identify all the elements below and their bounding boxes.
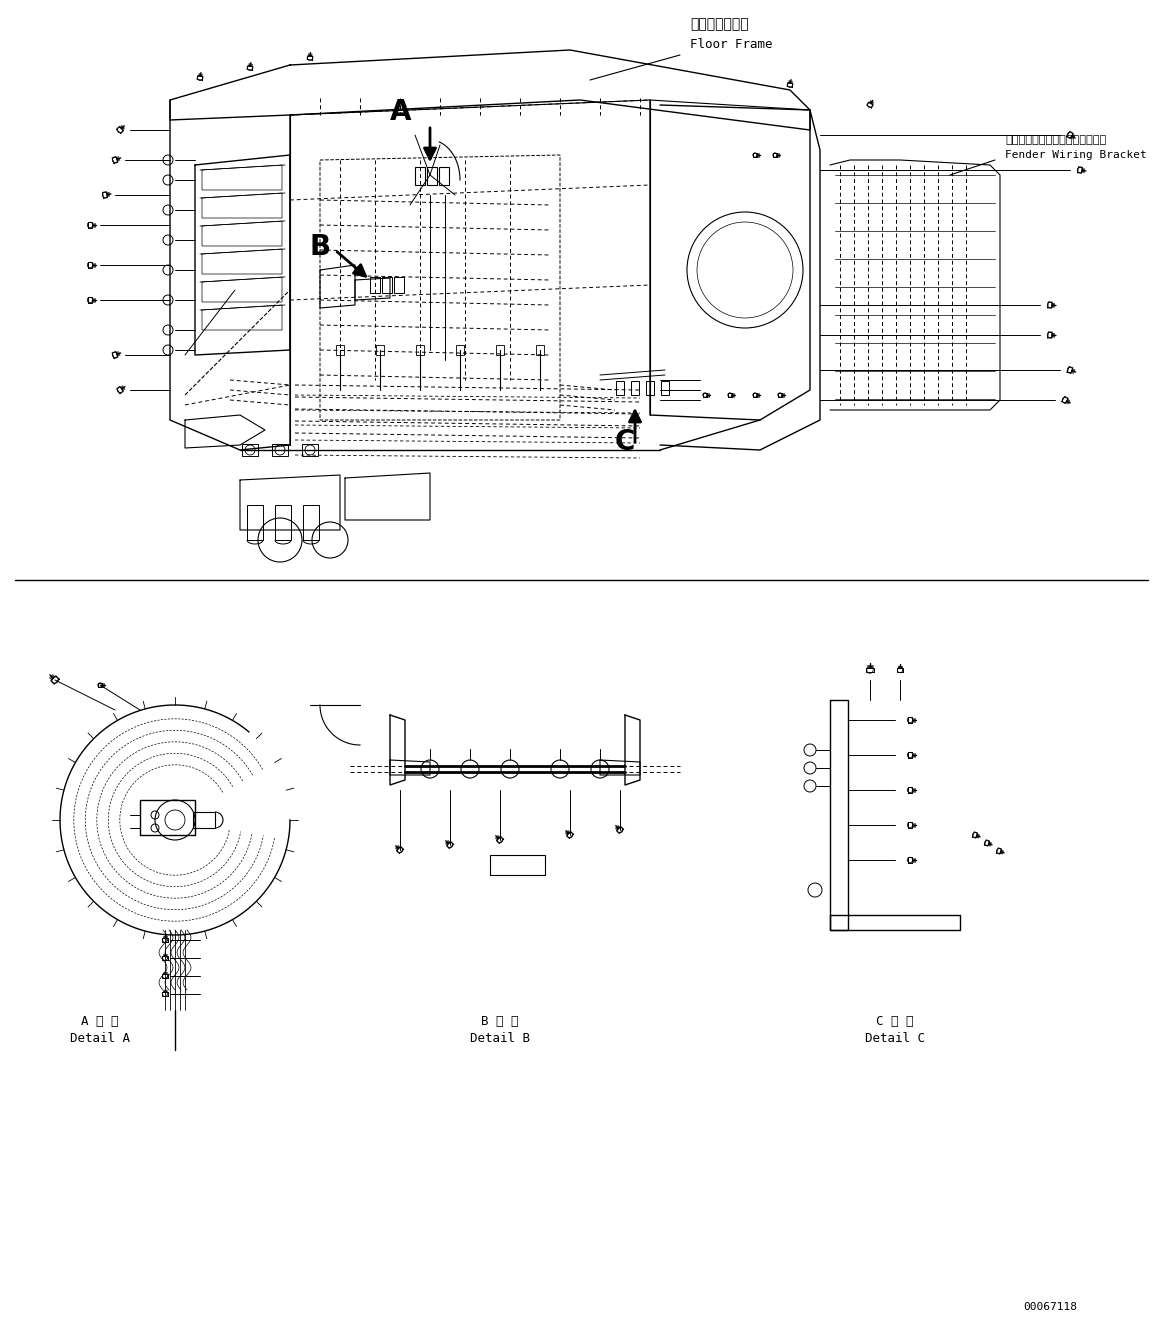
Bar bbox=[415, 166, 424, 185]
Text: A 詳 細: A 詳 細 bbox=[81, 1016, 119, 1028]
Text: C: C bbox=[615, 429, 635, 457]
Bar bbox=[272, 445, 288, 457]
Bar bbox=[456, 345, 464, 355]
Text: C 詳 細: C 詳 細 bbox=[876, 1016, 914, 1028]
Text: Floor Frame: Floor Frame bbox=[690, 39, 772, 51]
Bar bbox=[304, 504, 319, 540]
Text: Detail C: Detail C bbox=[865, 1032, 925, 1045]
Text: Fender Wiring Bracket: Fender Wiring Bracket bbox=[1005, 150, 1147, 160]
Bar bbox=[616, 381, 625, 395]
Text: A: A bbox=[390, 98, 412, 126]
Bar bbox=[376, 345, 384, 355]
Text: フェンダワイヤリングブラケット: フェンダワイヤリングブラケット bbox=[1005, 134, 1106, 145]
Bar bbox=[336, 345, 344, 355]
Bar bbox=[536, 345, 544, 355]
Bar bbox=[490, 855, 545, 874]
Bar bbox=[438, 166, 449, 185]
Bar bbox=[242, 445, 258, 457]
Bar bbox=[247, 504, 263, 540]
Bar bbox=[427, 166, 437, 185]
Bar bbox=[495, 345, 504, 355]
Bar bbox=[645, 381, 654, 395]
Bar bbox=[302, 445, 317, 457]
Text: フロアフレーム: フロアフレーム bbox=[690, 17, 749, 31]
Bar bbox=[661, 381, 669, 395]
Text: Detail B: Detail B bbox=[470, 1032, 530, 1045]
Text: B 詳 細: B 詳 細 bbox=[481, 1016, 519, 1028]
Text: B: B bbox=[311, 233, 331, 261]
Text: 00067118: 00067118 bbox=[1023, 1302, 1077, 1312]
Bar bbox=[381, 277, 392, 293]
Bar bbox=[193, 812, 215, 828]
Text: Detail A: Detail A bbox=[70, 1032, 130, 1045]
Bar bbox=[370, 277, 380, 293]
Bar bbox=[394, 277, 404, 293]
Bar bbox=[416, 345, 424, 355]
Bar bbox=[632, 381, 638, 395]
Bar bbox=[274, 504, 291, 540]
